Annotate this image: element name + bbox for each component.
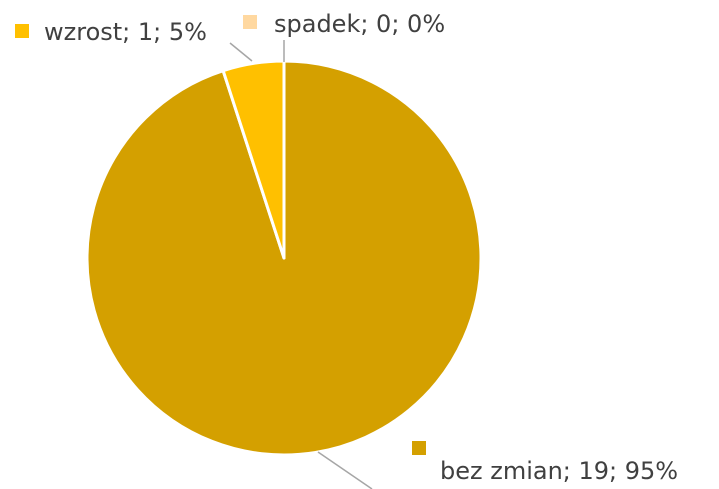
data-label: spadek; 0; 0% [274, 10, 445, 38]
label-marker [412, 441, 426, 455]
data-label: bez zmian; 19; 95% [440, 457, 678, 485]
data-label: wzrost; 1; 5% [44, 18, 207, 46]
label-marker [15, 24, 29, 38]
leader-line [317, 451, 373, 489]
leader-line [229, 42, 253, 62]
label-marker [243, 15, 257, 29]
